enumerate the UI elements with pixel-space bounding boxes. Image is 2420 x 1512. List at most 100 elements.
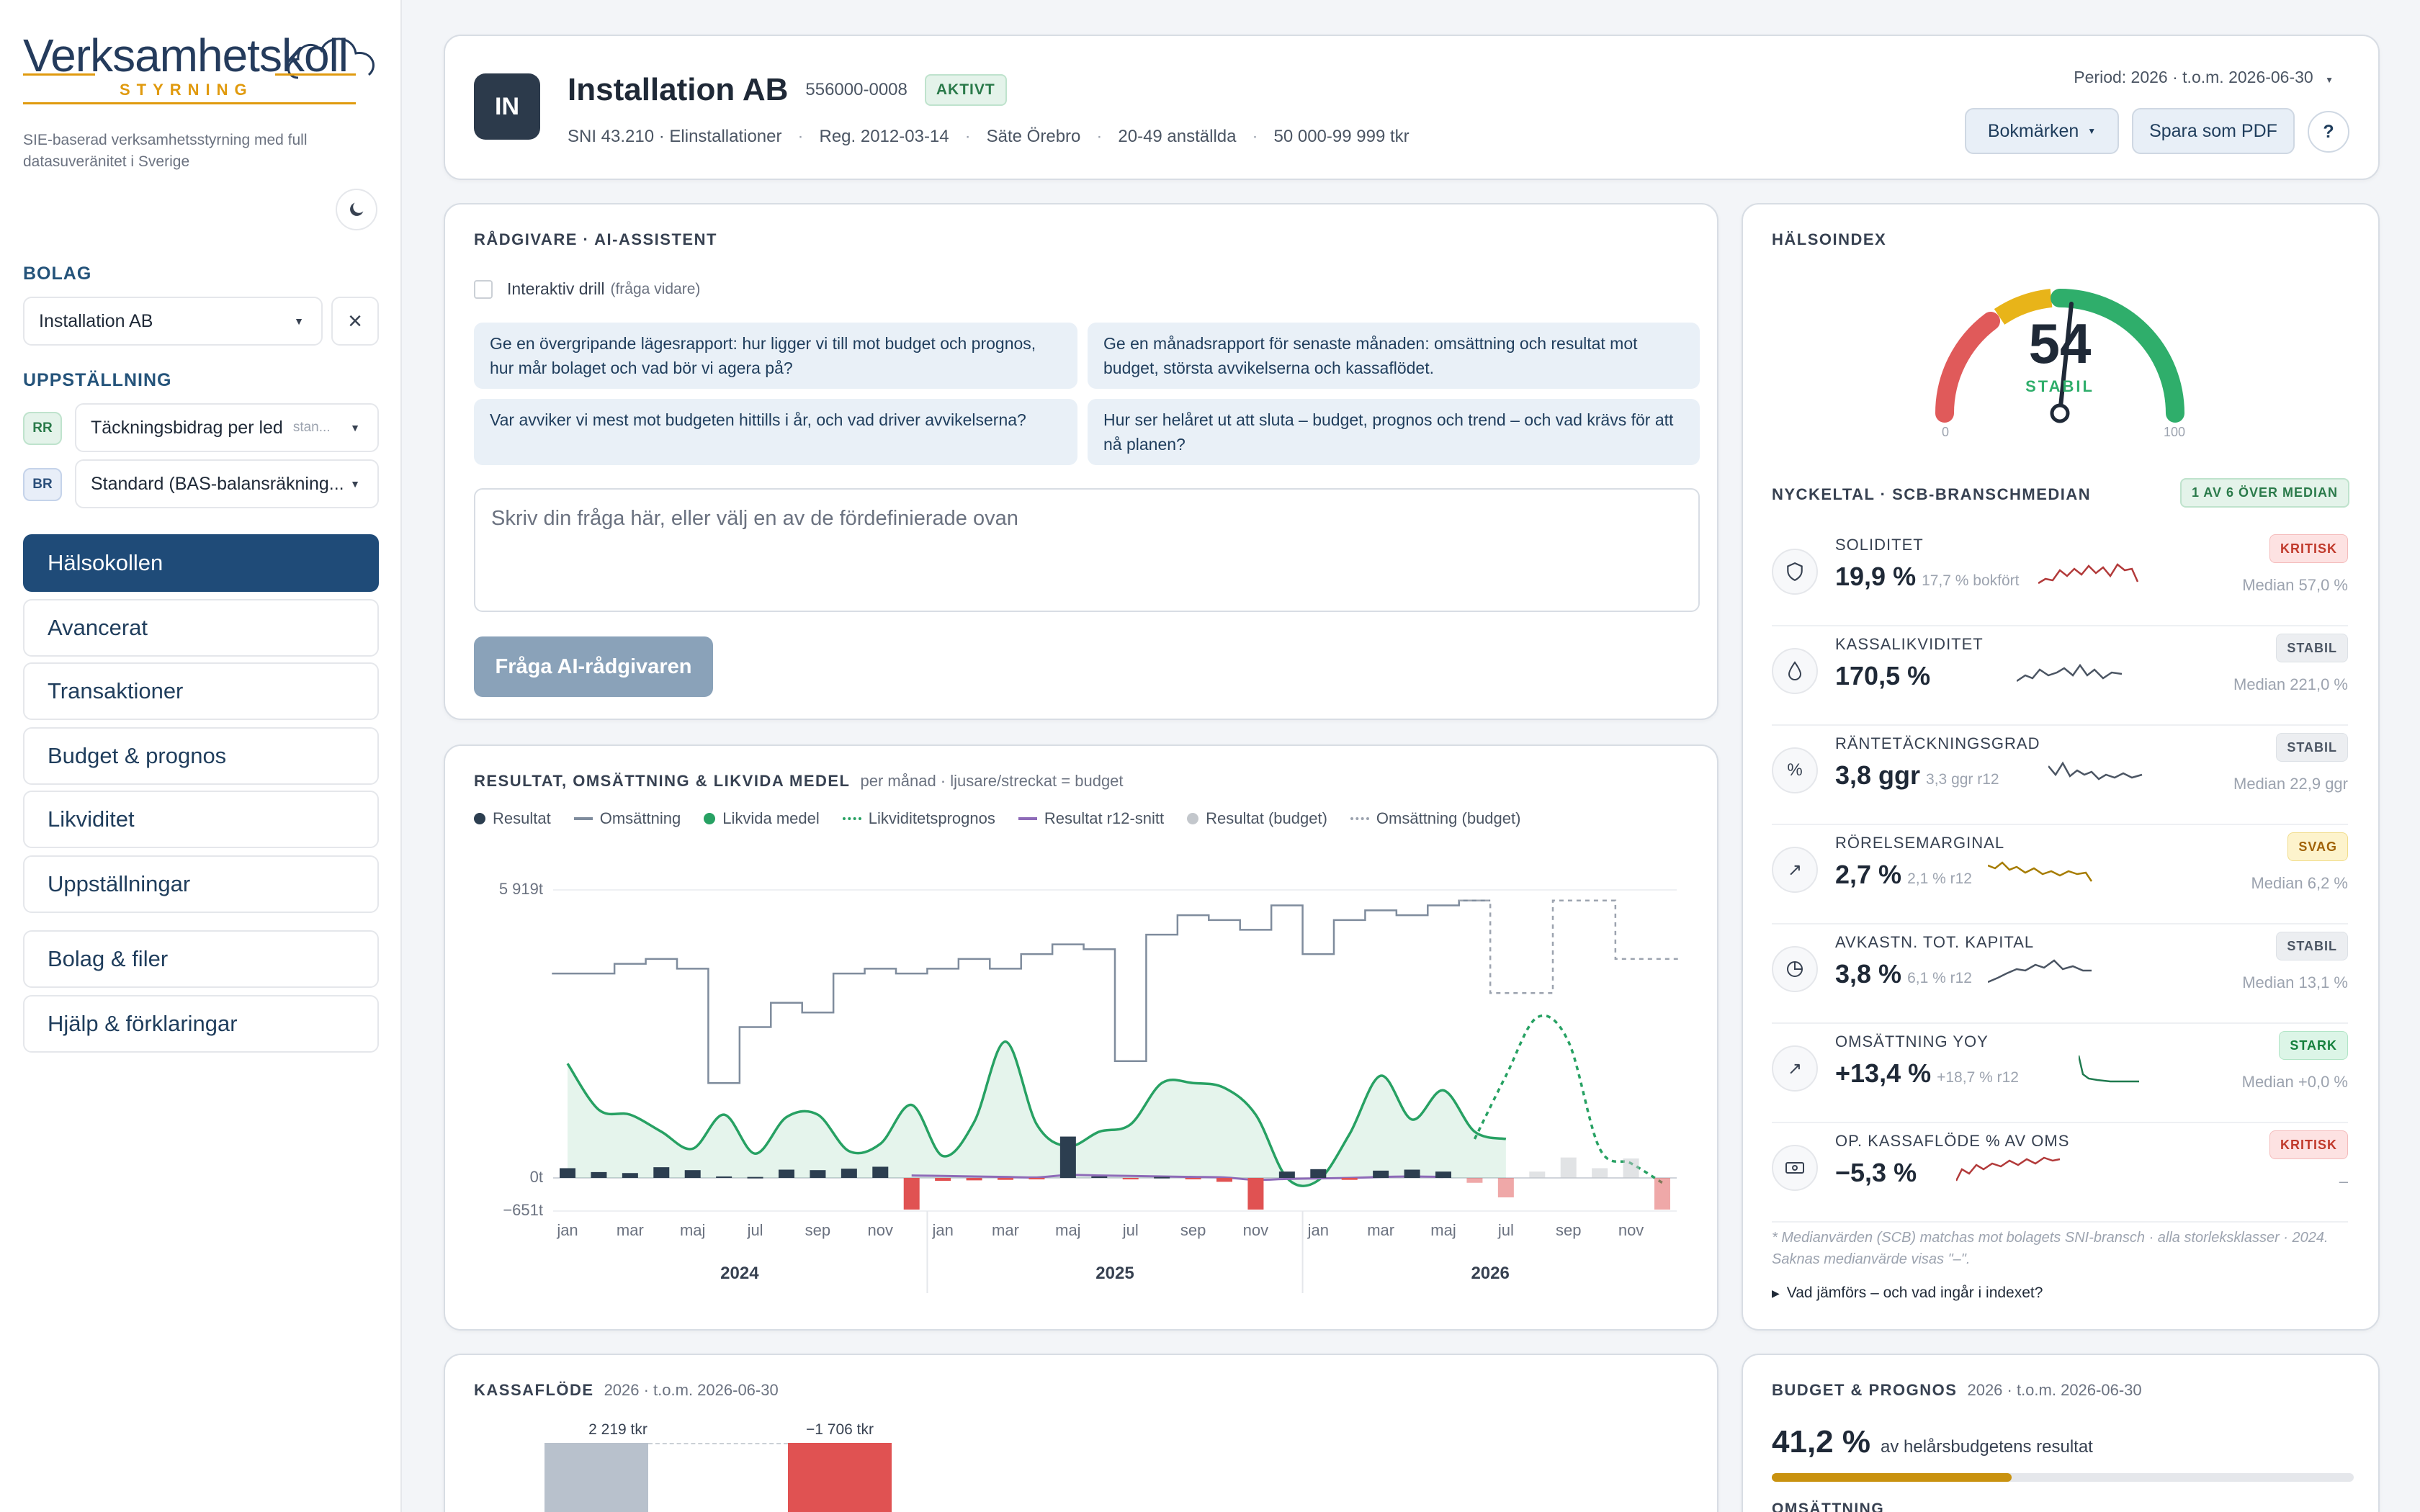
x-tick-label: jan [556, 1221, 578, 1239]
resultat-bar [779, 1169, 794, 1178]
drill-label: Interaktiv drill [507, 279, 605, 298]
legend-prognos[interactable]: Likviditetsprognos [842, 809, 995, 828]
kpi-row-soliditet[interactable]: SOLIDITET 19,9 % 17,7 % bokfört KRITISK M… [1772, 527, 2348, 626]
kpi-median: Median 6,2 % [2251, 874, 2348, 892]
nav-hjalp[interactable]: Hjälp & förklaringar [23, 995, 379, 1053]
advisor-title: RÅDGIVARE · AI-ASSISTENT [474, 230, 717, 248]
kpi-row-omsattning-yoy[interactable]: ↗ OMSÄTTNING YOY +13,4 % +18,7 % r12 STAR… [1772, 1024, 2348, 1123]
advisor-card: RÅDGIVARE · AI-ASSISTENT Interaktiv dril… [444, 203, 1718, 720]
clear-bolag-button[interactable]: × [331, 297, 379, 346]
cashflow-title: KASSAFLÖDE [474, 1381, 594, 1399]
kpi-summary-badge: 1 AV 6 ÖVER MEDIAN [2179, 478, 2349, 508]
br-select[interactable]: Standard (BAS-balansräkning... ▼ [75, 459, 379, 508]
br-select-value: Standard (BAS-balansräkning... [91, 473, 344, 494]
kpi-sparkline [2017, 663, 2123, 683]
legend-resultat[interactable]: Resultat [474, 809, 551, 828]
meta-sni: SNI 43.210 · Elinstallationer [568, 127, 782, 146]
kpi-value: 3,8 ggr [1835, 760, 1921, 790]
resultat-bar [684, 1170, 701, 1178]
drill-checkbox[interactable] [474, 279, 493, 299]
resultat-bar [1278, 1171, 1295, 1178]
resultat-bar [903, 1178, 920, 1210]
legend-r12[interactable]: Resultat r12-snitt [1018, 809, 1164, 828]
budget-subtitle: 2026 · t.o.m. 2026-06-30 [1967, 1381, 2142, 1399]
results-chart-card: RESULTAT, OMSÄTTNING & LIKVIDA MEDEL per … [444, 744, 1718, 1331]
kpi-badge: KRITISK [2269, 534, 2348, 563]
rr-select[interactable]: Täckningsbidrag per led stan... ▼ [75, 403, 379, 452]
legend-omsattning[interactable]: Omsättning [573, 809, 681, 828]
kpi-name: SOLIDITET [1835, 536, 1924, 554]
meta-revenue: 50 000-99 999 tkr [1273, 127, 1410, 146]
company-avatar: IN [474, 73, 540, 140]
kpi-value: 2,7 % [1835, 860, 1902, 889]
nav-transaktioner[interactable]: Transaktioner [23, 662, 379, 720]
kpi-sparkline [2079, 1055, 2139, 1083]
drop-icon [1772, 648, 1818, 694]
resultat-r12-line [911, 1174, 1444, 1182]
x-tick-label: mar [617, 1221, 644, 1239]
prompt-chip-forecast[interactable]: Hur ser helåret ut att sluta – budget, p… [1088, 399, 1700, 465]
results-chart[interactable]: 5 919t 0t −651t jan mar maj jul sep nov jan mar maj… [445, 825, 1720, 1329]
save-pdf-button[interactable]: Spara som PDF [2132, 108, 2295, 154]
resultat-bar [998, 1178, 1013, 1180]
kpi-median: Median 221,0 % [2233, 675, 2348, 693]
kpi-sub: 2,1 % r12 [1907, 870, 1972, 887]
kpi-name: KASSALIKVIDITET [1835, 635, 1984, 653]
company-header: IN Installation AB 556000-0008 AKTIVT SN… [444, 35, 2380, 180]
logo-rule-left [23, 73, 95, 76]
nav-uppstallningar[interactable]: Uppställningar [23, 855, 379, 913]
gauge-pivot [2050, 403, 2070, 423]
budget-value: 41,2 % [1772, 1424, 1870, 1459]
kpi-row-rorelsemarginal[interactable]: ↗ RÖRELSEMARGINAL 2,7 % 2,1 % r12 SVAG Me… [1772, 825, 2348, 924]
legend-likvida[interactable]: Likvida medel [704, 809, 820, 828]
bolag-select[interactable]: Installation AB ▼ [23, 297, 323, 346]
x-tick-label: nov [1618, 1221, 1644, 1239]
cashflow-bar-out[interactable] [788, 1443, 892, 1512]
kpi-row-rantetackning[interactable]: % RÄNTETÄCKNINGSGRAD 3,8 ggr 3,3 ggr r12 … [1772, 726, 2348, 825]
cashflow-bar-in[interactable] [544, 1443, 648, 1512]
bookmarks-button[interactable]: Bokmärken ▼ [1965, 108, 2119, 154]
nav-budget-prognos[interactable]: Budget & prognos [23, 727, 379, 785]
nav-halsokollen[interactable]: Hälsokollen [23, 534, 379, 592]
logo-rule-right [275, 73, 356, 76]
prompt-chip-status[interactable]: Ge en övergripande lägesrapport: hur lig… [474, 323, 1077, 389]
prompt-chip-monthly[interactable]: Ge en månadsrapport för senaste månaden:… [1088, 323, 1700, 389]
prompt-chip-deviations[interactable]: Var avviker vi mest mot budgeten hittill… [474, 399, 1077, 465]
chart-subtitle: per månad · ljusare/streckat = budget [860, 772, 1124, 790]
health-title: HÄLSOINDEX [1772, 230, 1887, 248]
resultat-bar [966, 1178, 982, 1181]
resultat-bar [1310, 1169, 1327, 1178]
x-tick-label: maj [1055, 1221, 1080, 1239]
x-tick-label: jul [1122, 1221, 1139, 1239]
nav-likviditet[interactable]: Likviditet [23, 791, 379, 848]
kpi-row-kassalikviditet[interactable]: KASSALIKVIDITET 170,5 % STABIL Median 22… [1772, 626, 2348, 726]
nav-avancerat[interactable]: Avancerat [23, 599, 379, 657]
theme-toggle-button[interactable] [336, 189, 377, 230]
cash-icon [1772, 1145, 1818, 1191]
kpi-title: NYCKELTAL · SCB-BRANSCHMEDIAN [1772, 485, 2092, 503]
resultat-budget-bar [1654, 1178, 1670, 1210]
kpi-value: 19,9 % [1835, 562, 1917, 591]
kpi-name: RÖRELSEMARGINAL [1835, 834, 2005, 852]
logo-subtitle: STYRNING [120, 81, 254, 99]
ask-ai-button[interactable]: Fråga AI-rådgivaren [474, 636, 713, 697]
kpi-row-avkastning[interactable]: AVKASTN. TOT. KAPITAL 3,8 % 6,1 % r12 STA… [1772, 924, 2348, 1024]
x-tick-label: nov [1243, 1221, 1268, 1239]
trend-up-icon: ↗ [1772, 1045, 1818, 1092]
period-select[interactable]: Period: 2026 · t.o.m. 2026-06-30 ▼ [2074, 68, 2334, 87]
kpi-median: Median 13,1 % [2242, 973, 2348, 991]
nav-bolag-filer[interactable]: Bolag & filer [23, 930, 379, 988]
resultat-bar [1091, 1176, 1108, 1178]
kpi-details-toggle[interactable]: ▶ Vad jämförs – och vad ingår i indexet? [1772, 1284, 2043, 1302]
resultat-bar [1154, 1176, 1170, 1179]
legend-resultat-budget[interactable]: Resultat (budget) [1187, 809, 1327, 828]
kpi-details-label: Vad jämförs – och vad ingår i indexet? [1786, 1284, 2043, 1301]
legend-oms-budget[interactable]: Omsättning (budget) [1350, 809, 1520, 828]
x-tick-label: nov [868, 1221, 893, 1239]
question-input[interactable]: Skriv din fråga här, eller välj en av de… [474, 488, 1700, 612]
help-button[interactable]: ? [2308, 111, 2349, 153]
kpi-row-op-kassaflode[interactable]: OP. KASSAFLÖDE % AV OMS −5,3 % KRITISK – [1772, 1123, 2348, 1223]
gauge-yellow-zone [1994, 289, 2053, 325]
status-badge: AKTIVT [924, 74, 1007, 106]
legend-swatch [842, 817, 861, 820]
